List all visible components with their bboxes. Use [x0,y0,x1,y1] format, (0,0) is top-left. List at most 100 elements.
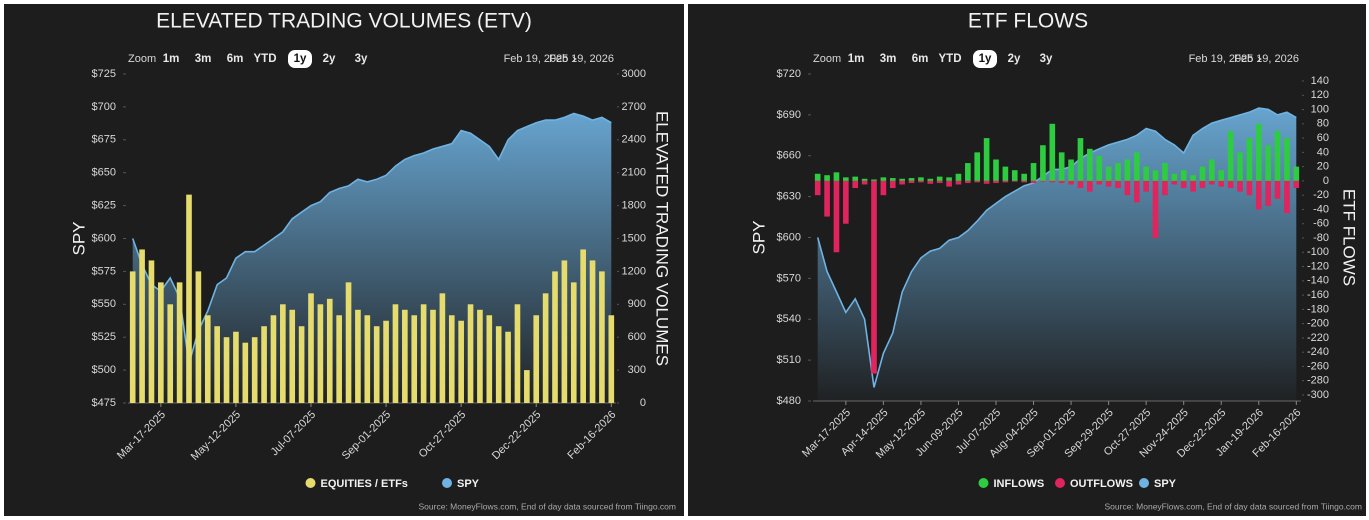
bar [1087,180,1093,192]
bar [167,304,174,403]
bar [477,309,483,403]
zoom-button[interactable]: 1y [979,53,992,65]
zoom-button[interactable]: 1m [848,53,865,65]
y2-tick-label: 0 [640,397,646,409]
y-tick-label: $600 [777,231,801,243]
y2-tick-label: 20 [1317,161,1329,173]
bar [880,177,887,181]
y2-tick-label: 1500 [622,232,646,244]
y2-tick-label: 60 [1317,132,1329,144]
bar [861,180,868,185]
y-tick-label: $550 [92,298,116,310]
bar [495,326,502,403]
bar [1105,166,1112,181]
bar [974,180,981,183]
y2-tick-label: -180 [1307,303,1329,315]
y-tick-label: $700 [92,101,116,113]
bar [899,180,905,185]
bar [824,175,830,181]
bar [524,370,530,403]
y-tick-label: $500 [92,364,116,376]
bar [965,180,971,184]
y-tick-label: $575 [92,265,116,277]
y2-tick-label: -240 [1307,346,1329,358]
zoom-label: Zoom [813,53,841,65]
bar [1077,138,1084,181]
y-tick-label: $475 [92,397,116,409]
bar [1199,166,1206,181]
bar [1133,152,1140,181]
bar [486,315,493,403]
bar [570,282,577,403]
bar [1209,159,1215,181]
bar [336,315,342,403]
bar [561,260,568,403]
y2-tick-label: 900 [628,298,646,310]
bar [908,178,915,181]
zoom-button[interactable]: YTD [254,53,277,65]
zoom-button[interactable]: 6m [227,53,244,65]
bar [1171,173,1178,181]
bar [1180,170,1187,181]
y2-tick-label: -20 [1313,189,1329,201]
bar [1293,166,1300,181]
y-tick-label: $725 [92,68,116,80]
spy-line [131,112,612,364]
bar [139,249,145,403]
y2-axis-title: ETF FLOWS [1340,189,1359,286]
range-arrow [1257,56,1262,62]
y2-tick-label: -260 [1307,360,1329,372]
bar [505,331,511,403]
bar [467,304,474,403]
y2-tick-label: -120 [1307,260,1329,272]
bar [1265,180,1271,206]
zoom-button[interactable]: 3y [355,53,368,65]
zoom-button[interactable]: 6m [912,53,929,65]
bar [814,173,821,181]
bar [1162,163,1168,181]
zoom-button[interactable]: 1m [163,53,180,65]
y2-tick-label: 2700 [622,101,646,113]
bar [871,180,877,374]
bar [1124,159,1131,181]
source-note: Source: MoneyFlows.com, End of day data … [419,501,676,511]
zoom-button[interactable]: 2y [323,53,336,65]
bar [458,320,464,403]
legend-label[interactable]: SPY [457,478,480,490]
y-tick-label: $675 [92,134,116,146]
legend-label[interactable]: OUTFLOWS [1070,478,1133,490]
bar [1284,138,1290,181]
y-tick-label: $525 [92,331,116,343]
legend-label[interactable]: SPY [1154,478,1177,490]
bar [383,320,389,403]
legend-label[interactable]: EQUITIES / ETFs [321,478,408,490]
bar [852,180,859,189]
bar [1274,130,1281,181]
bar [889,178,896,181]
bar [965,163,971,181]
chart-title: ETF FLOWS [968,10,1088,33]
bar [430,309,436,403]
y-tick-label: $630 [777,191,801,203]
y-tick-label: $720 [777,68,801,80]
zoom-button[interactable]: 2y [1008,53,1021,65]
bar [936,180,943,184]
zoom-button[interactable]: YTD [939,53,962,65]
bar [1087,148,1093,181]
legend-label[interactable]: INFLOWS [994,478,1045,490]
zoom-button[interactable]: 1y [294,53,307,65]
bar [608,315,615,403]
zoom-button[interactable]: 3m [195,53,212,65]
range-end: Feb 19, 2026 [549,53,614,65]
bar [129,271,136,403]
y2-tick-label: 140 [1311,75,1329,87]
zoom-button[interactable]: 3y [1040,53,1053,65]
bar [880,180,887,196]
zoom-button[interactable]: 3m [880,53,897,65]
bar [1162,180,1168,196]
bar [355,309,361,403]
bar [345,282,352,403]
bar [204,315,211,403]
bar [533,315,540,403]
bar [927,180,934,184]
